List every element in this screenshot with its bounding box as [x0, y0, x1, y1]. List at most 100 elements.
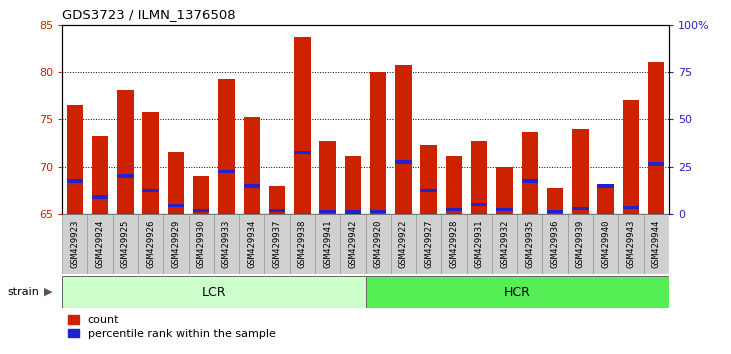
Bar: [648, 62, 664, 214]
Bar: [294, 151, 311, 154]
Text: HCR: HCR: [504, 286, 531, 298]
Bar: [623, 206, 639, 209]
Bar: [117, 175, 134, 178]
Text: GSM429940: GSM429940: [601, 220, 610, 268]
Text: GSM429929: GSM429929: [171, 220, 181, 268]
Bar: [289, 214, 315, 274]
Text: GSM429924: GSM429924: [96, 220, 105, 268]
Bar: [193, 176, 209, 214]
Text: GSM429943: GSM429943: [626, 220, 635, 268]
Bar: [416, 214, 442, 274]
Bar: [163, 214, 189, 274]
Bar: [572, 129, 588, 214]
Bar: [344, 211, 361, 214]
Bar: [213, 214, 239, 274]
Bar: [315, 214, 340, 274]
Bar: [420, 145, 437, 214]
Bar: [466, 214, 492, 274]
Bar: [193, 209, 209, 212]
Bar: [471, 141, 488, 214]
Bar: [391, 214, 416, 274]
Bar: [442, 214, 466, 274]
Bar: [143, 189, 159, 192]
Bar: [143, 112, 159, 214]
Bar: [88, 214, 113, 274]
Bar: [319, 210, 336, 213]
Bar: [67, 179, 83, 183]
Text: GSM429923: GSM429923: [70, 220, 79, 268]
Text: GSM429927: GSM429927: [424, 220, 433, 268]
Bar: [113, 214, 138, 274]
Bar: [542, 214, 568, 274]
Bar: [618, 214, 643, 274]
Bar: [492, 214, 518, 274]
Text: GDS3723 / ILMN_1376508: GDS3723 / ILMN_1376508: [62, 8, 236, 21]
Text: GSM429942: GSM429942: [349, 220, 357, 268]
Bar: [420, 189, 437, 192]
Text: GSM429925: GSM429925: [121, 220, 130, 268]
Text: ▶: ▶: [44, 287, 53, 297]
Bar: [446, 156, 462, 214]
Bar: [518, 214, 542, 274]
Legend: count, percentile rank within the sample: count, percentile rank within the sample: [68, 315, 276, 339]
Bar: [370, 72, 387, 214]
Bar: [62, 276, 366, 308]
Bar: [243, 116, 260, 214]
Text: GSM429932: GSM429932: [500, 220, 509, 268]
Bar: [269, 186, 285, 214]
Text: GSM429922: GSM429922: [399, 220, 408, 268]
Bar: [265, 214, 289, 274]
Bar: [319, 141, 336, 214]
Text: GSM429920: GSM429920: [374, 220, 382, 268]
Bar: [117, 90, 134, 214]
Bar: [648, 162, 664, 166]
Bar: [547, 210, 564, 213]
Bar: [496, 167, 512, 214]
Text: GSM429944: GSM429944: [652, 220, 661, 268]
Text: GSM429941: GSM429941: [323, 220, 332, 268]
Bar: [219, 170, 235, 173]
Text: GSM429933: GSM429933: [222, 220, 231, 268]
Bar: [189, 214, 213, 274]
Bar: [496, 208, 512, 211]
Bar: [522, 132, 538, 214]
Bar: [167, 204, 184, 207]
Bar: [623, 99, 639, 214]
Text: GSM429938: GSM429938: [298, 220, 307, 268]
Bar: [344, 156, 361, 214]
Bar: [219, 79, 235, 214]
Bar: [643, 214, 669, 274]
Text: LCR: LCR: [202, 286, 226, 298]
Text: GSM429939: GSM429939: [576, 220, 585, 268]
Bar: [395, 64, 412, 214]
Bar: [366, 276, 669, 308]
Bar: [92, 195, 108, 199]
Bar: [92, 136, 108, 214]
Bar: [547, 188, 564, 214]
Text: GSM429935: GSM429935: [526, 220, 534, 268]
Bar: [243, 184, 260, 188]
Bar: [597, 187, 614, 214]
Bar: [340, 214, 366, 274]
Bar: [239, 214, 265, 274]
Bar: [167, 152, 184, 214]
Bar: [597, 184, 614, 188]
Text: GSM429930: GSM429930: [197, 220, 205, 268]
Bar: [67, 105, 83, 214]
Text: GSM429926: GSM429926: [146, 220, 155, 268]
Bar: [395, 160, 412, 164]
Text: GSM429928: GSM429928: [450, 220, 458, 268]
Text: strain: strain: [7, 287, 39, 297]
Bar: [269, 209, 285, 212]
Bar: [446, 208, 462, 211]
Bar: [471, 203, 488, 206]
Bar: [593, 214, 618, 274]
Bar: [568, 214, 593, 274]
Text: GSM429931: GSM429931: [474, 220, 484, 268]
Bar: [138, 214, 163, 274]
Text: GSM429934: GSM429934: [247, 220, 257, 268]
Text: GSM429936: GSM429936: [550, 220, 560, 268]
Bar: [370, 210, 387, 213]
Text: GSM429937: GSM429937: [273, 220, 281, 268]
Bar: [572, 207, 588, 210]
